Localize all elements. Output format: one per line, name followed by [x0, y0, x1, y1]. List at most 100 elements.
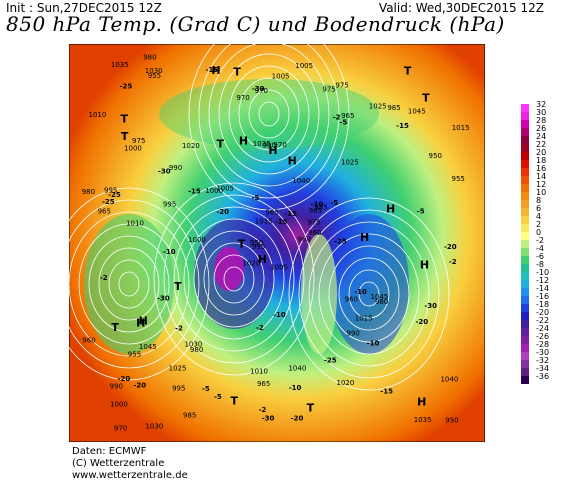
isobar-label: 965	[341, 112, 354, 120]
isobar-label: 990	[169, 164, 182, 172]
isobar-label: 995	[172, 385, 185, 393]
temperature-label: -20	[134, 382, 147, 390]
isobar-label: 960	[308, 229, 321, 237]
isobar-label: 1025	[369, 102, 387, 110]
temperature-label: -5	[339, 119, 347, 127]
legend-swatch	[521, 288, 529, 296]
temperature-label: -10	[354, 288, 367, 296]
credit-copyright: (C) Wetterzentrale	[72, 458, 165, 469]
legend-label: 12	[536, 180, 547, 189]
low-pressure-marker: T	[422, 92, 430, 105]
isobar-label: 1045	[370, 293, 388, 301]
isobar-label: 990	[346, 329, 359, 337]
isobar-label: 980	[143, 53, 156, 61]
isobar-label: 980	[190, 346, 203, 354]
legend-swatch	[521, 168, 529, 176]
isoline	[338, 257, 400, 331]
legend-swatch	[521, 176, 529, 184]
legend-swatch	[521, 104, 529, 112]
legend-label: -34	[536, 364, 550, 373]
temperature-label: -5	[252, 194, 260, 202]
isobar-label: 965	[98, 208, 111, 216]
legend-label: -2	[536, 236, 544, 245]
isoline	[358, 281, 380, 307]
legend-label: -30	[536, 348, 550, 357]
temperature-label: -20	[291, 414, 304, 422]
isoline	[203, 242, 265, 316]
isobar-label: 1000	[124, 144, 142, 152]
legend-label: -18	[536, 300, 550, 309]
legend-swatch	[521, 344, 529, 352]
isobar-label: 960	[345, 296, 358, 304]
isobar-label: 985	[314, 204, 327, 212]
isobar-label: 965	[265, 208, 278, 216]
isobar-label: 975	[132, 137, 145, 145]
isobar-label: 995	[104, 186, 117, 194]
temperature-label: -10	[163, 248, 176, 256]
temperature-label: -20	[416, 318, 429, 326]
isobar-label: 1010	[89, 111, 107, 119]
isobar-label: 975	[322, 85, 335, 93]
isobar-label: 980	[82, 188, 95, 196]
legend-label: 8	[536, 196, 542, 205]
isobar-label: 1025	[169, 364, 187, 372]
isoline	[218, 53, 320, 175]
temperature-label: -15	[380, 387, 393, 395]
temperature-label: -2	[449, 258, 457, 266]
isobar-label: 960	[82, 337, 95, 345]
high-pressure-marker: H	[211, 64, 220, 77]
temperature-label: -5	[330, 199, 338, 207]
high-pressure-marker: H	[417, 395, 426, 408]
map-labels: 1005100099599098598097597096596095595010…	[82, 53, 470, 432]
legend-label: -8	[536, 260, 544, 269]
low-pressure-marker: T	[404, 64, 412, 77]
low-pressure-marker: T	[217, 137, 225, 150]
isobar-label: 1020	[182, 142, 200, 150]
legend-label: 2	[536, 220, 542, 229]
high-pressure-marker: H	[139, 315, 148, 328]
temperature-label: -2	[333, 113, 341, 121]
isobar-label: 1000	[110, 400, 128, 408]
legend-swatch	[521, 184, 529, 192]
legend-swatch	[521, 208, 529, 216]
legend-swatch	[521, 320, 529, 328]
isoline	[258, 101, 280, 127]
legend-label: -22	[536, 316, 550, 325]
green-region-north	[159, 79, 379, 149]
legend-swatch	[521, 256, 529, 264]
weather-map: 1005100099599098598097597096596095595010…	[69, 44, 485, 442]
legend-label: -10	[536, 268, 550, 277]
isobar-label: 965	[257, 380, 270, 388]
isobar-label: 1020	[243, 259, 261, 267]
isoline	[69, 211, 190, 357]
legend-label: -6	[536, 252, 544, 261]
legend-swatch	[521, 200, 529, 208]
temperature-label: -2	[175, 324, 183, 332]
isoline	[118, 271, 140, 297]
temperature-label: -10	[273, 311, 286, 319]
isobar-label: 1035	[414, 416, 432, 424]
isoline	[223, 266, 245, 292]
temperature-label: -15	[275, 218, 288, 226]
isobar-label: 1020	[337, 379, 355, 387]
isoline	[198, 44, 340, 199]
legend-label: -12	[536, 276, 550, 285]
legend-label: -28	[536, 340, 550, 349]
isoline	[153, 182, 315, 376]
temperature-label: -20	[118, 375, 131, 383]
isoline	[288, 197, 450, 391]
legend-label: 4	[536, 212, 542, 221]
cold-pool-east	[329, 214, 409, 354]
isobar-label: 970	[236, 94, 249, 102]
isobar-label: 970	[255, 87, 268, 95]
credit-url: www.wetterzentrale.de	[72, 470, 188, 481]
legend-swatch	[521, 240, 529, 248]
legend-swatch	[521, 216, 529, 224]
isoline	[98, 247, 160, 321]
temperature-label: -10	[311, 200, 324, 208]
isobar-label: 1045	[408, 108, 426, 116]
isobar-label: 955	[148, 72, 161, 80]
legend-label: 20	[536, 148, 547, 157]
isobar-label: 980	[375, 298, 388, 306]
legend-label: -20	[536, 308, 550, 317]
